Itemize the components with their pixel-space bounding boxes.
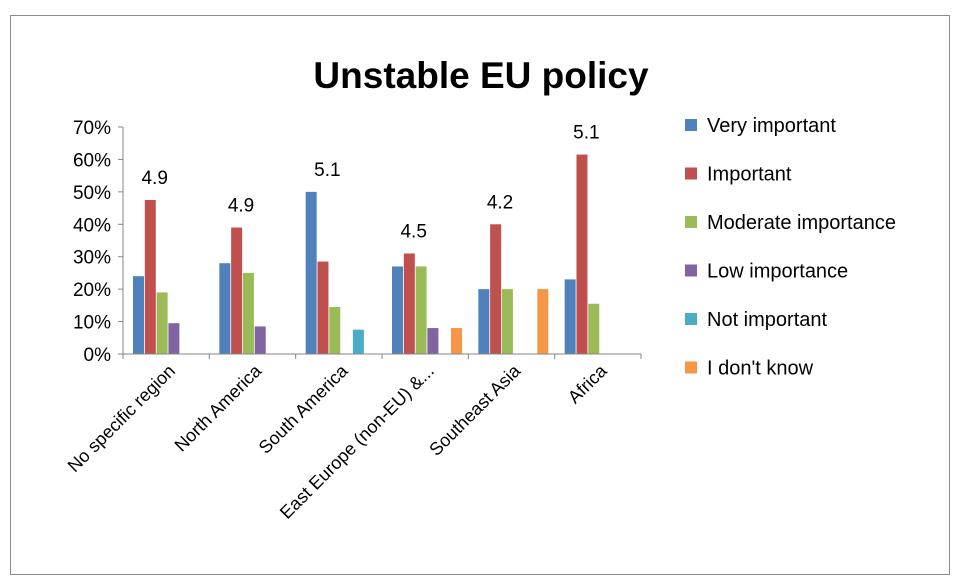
- legend-swatch: [685, 313, 697, 325]
- bar-very-important: [133, 276, 144, 354]
- bar-not-important: [352, 329, 364, 354]
- legend-label: I don't know: [707, 358, 814, 380]
- bar-very-important: [564, 279, 576, 354]
- legend-swatch: [685, 361, 697, 374]
- y-tick-label: 30%: [73, 248, 111, 269]
- legend-label: Moderate importance: [707, 212, 896, 234]
- chart-title: Unstable EU policy: [313, 55, 649, 96]
- bars: [133, 154, 600, 354]
- legend-swatch: [685, 264, 697, 277]
- bar-important: [317, 261, 329, 354]
- y-tick-label: 50%: [73, 183, 111, 204]
- bar-very-important: [392, 266, 403, 354]
- legend-label: Important: [707, 164, 792, 186]
- x-category-label: Southeast Asia: [425, 360, 525, 460]
- data-label: 5.1: [573, 123, 599, 144]
- bar-very-important: [478, 289, 490, 354]
- y-tick-label: 40%: [73, 215, 111, 236]
- chart-svg: Unstable EU policy 0% 10% 20% 30% 40% 50% 60% 7…: [64, 55, 896, 523]
- legend-swatch: [685, 216, 697, 228]
- legend: Very important Important Moderate importan…: [685, 115, 896, 380]
- data-label: 4.2: [487, 192, 513, 213]
- y-tick-label: 0%: [84, 345, 112, 366]
- x-category-label: Africa: [564, 360, 611, 407]
- data-label: 5.1: [314, 160, 340, 181]
- x-category-label: South America: [255, 360, 353, 458]
- bar-important: [403, 253, 415, 354]
- legend-swatch: [685, 167, 697, 180]
- legend-label: Low importance: [707, 261, 848, 283]
- data-labels: 4.9 4.9 5.1 4.5 4.2 5.1: [141, 123, 599, 243]
- bar-moderate-importance: [588, 303, 600, 354]
- legend-swatch: [685, 119, 697, 131]
- bar-moderate-importance: [415, 266, 427, 354]
- data-label: 4.5: [400, 221, 426, 242]
- bar-moderate-importance: [242, 272, 254, 354]
- bar-i-don-t-know: [451, 328, 462, 354]
- legend-label: Very important: [707, 115, 836, 137]
- bar-very-important: [219, 263, 231, 354]
- y-tick-label: 10%: [73, 313, 111, 334]
- bar-important: [231, 227, 243, 354]
- x-category-label: East Europe (non-EU) &...: [276, 361, 438, 523]
- bar-important: [576, 154, 588, 354]
- x-category-label: North America: [171, 360, 266, 455]
- bar-moderate-importance: [501, 289, 513, 354]
- data-label: 4.9: [141, 168, 167, 189]
- bar-low-importance: [168, 323, 180, 354]
- bar-low-importance: [427, 328, 439, 354]
- y-axis: 0% 10% 20% 30% 40% 50% 60% 70%: [73, 118, 124, 366]
- bar-i-don-t-know: [537, 289, 549, 354]
- y-tick-label: 70%: [73, 118, 111, 139]
- bar-important: [490, 224, 502, 354]
- legend-label: Not important: [707, 309, 827, 331]
- chart-frame: Unstable EU policy 0% 10% 20% 30% 40% 50% 60% 7…: [10, 15, 950, 575]
- bar-moderate-importance: [329, 306, 341, 354]
- y-tick-label: 20%: [73, 280, 111, 301]
- bar-important: [144, 199, 156, 354]
- bar-very-important: [305, 191, 317, 354]
- bar-low-importance: [254, 326, 266, 354]
- y-tick-label: 60%: [73, 150, 111, 171]
- x-category-label: No specific region: [64, 361, 179, 476]
- bar-moderate-importance: [156, 292, 168, 354]
- data-label: 4.9: [228, 196, 254, 217]
